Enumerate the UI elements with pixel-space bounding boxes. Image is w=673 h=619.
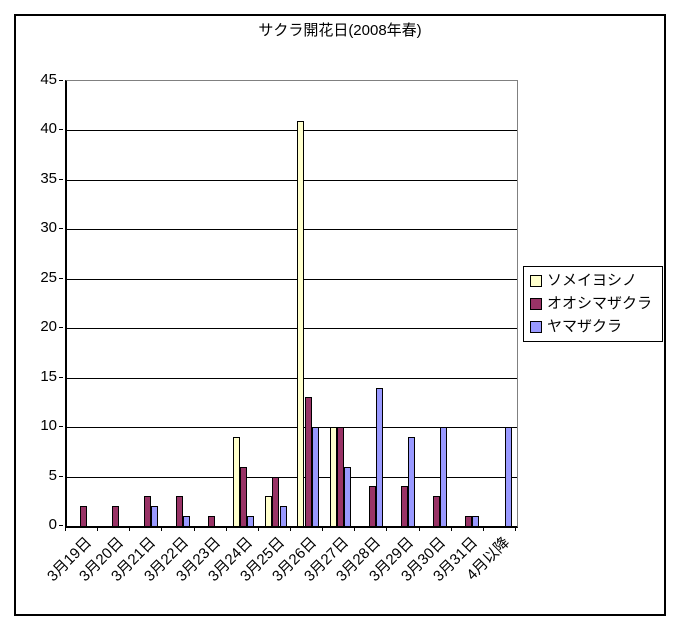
bar-オオシマザクラ-3月28日 — [368, 486, 376, 526]
bar-ヤマザクラ-3月28日 — [375, 387, 384, 526]
x-axis-tick-mark — [65, 527, 66, 531]
legend-item-オオシマザクラ: オオシマザクラ — [530, 294, 656, 312]
x-axis-tick-mark — [97, 527, 99, 531]
bar-オオシマザクラ-3月29日 — [400, 486, 409, 526]
bar-ヤマザクラ-3月22日 — [183, 516, 191, 526]
plot-area — [65, 80, 518, 528]
x-axis-tick-mark — [161, 527, 163, 531]
bar-ヤマザクラ-3月24日 — [247, 516, 255, 526]
y-axis-tick-mark — [59, 277, 63, 279]
y-axis-tick-mark — [59, 475, 63, 477]
y-axis-tick-mark — [59, 178, 63, 180]
x-axis-tick-mark — [482, 527, 484, 531]
chart-title: サクラ開花日(2008年春) — [258, 22, 422, 39]
gridline-5 — [67, 476, 517, 478]
legend-label: ヤマザクラ — [547, 317, 623, 335]
legend-item-ソメイヨシノ: ソメイヨシノ — [530, 273, 656, 289]
bar-ヤマザクラ-4月以降 — [504, 427, 512, 526]
y-axis-tick-label: 5 — [48, 466, 57, 484]
legend-item-ヤマザクラ: ヤマザクラ — [530, 317, 656, 335]
bar-オオシマザクラ-3月22日 — [175, 496, 184, 526]
bar-オオシマザクラ-3月26日 — [304, 397, 312, 526]
gridline-15 — [67, 377, 517, 379]
bar-ヤマザクラ-3月31日 — [472, 516, 480, 526]
bar-オオシマザクラ-3月30日 — [433, 496, 441, 526]
x-axis-tick-mark — [418, 527, 420, 531]
bar-オオシマザクラ-3月31日 — [465, 516, 473, 526]
bar-オオシマザクラ-3月19日 — [79, 506, 87, 526]
bar-オオシマザクラ-3月25日 — [272, 476, 280, 526]
bar-オオシマザクラ-3月20日 — [111, 506, 119, 526]
x-axis-tick-mark — [257, 527, 259, 531]
gridline-40 — [67, 130, 517, 132]
bar-ヤマザクラ-3月25日 — [279, 506, 287, 526]
legend: ソメイヨシノ オオシマザクラ ヤマザクラ — [523, 266, 663, 342]
x-axis-tick-mark — [129, 527, 131, 531]
y-axis-tick-mark — [59, 228, 63, 230]
bar-ソメイヨシノ-3月24日 — [233, 437, 241, 526]
x-axis-tick-mark — [290, 527, 291, 531]
legend-swatch-icon — [530, 320, 542, 333]
gridline-20 — [67, 328, 517, 330]
gridline-10 — [67, 427, 517, 429]
bar-オオシマザクラ-3月21日 — [143, 496, 151, 526]
bar-オオシマザクラ-3月23日 — [208, 516, 216, 526]
bar-ヤマザクラ-3月29日 — [408, 437, 416, 526]
gridline-35 — [67, 179, 517, 181]
y-axis-tick-label: 25 — [40, 268, 57, 286]
y-axis-tick-mark — [59, 327, 63, 329]
bar-ヤマザクラ-3月26日 — [311, 427, 319, 526]
gridline-30 — [67, 229, 517, 231]
legend-swatch-icon — [530, 275, 542, 288]
bar-オオシマザクラ-3月27日 — [336, 427, 344, 526]
bar-ヤマザクラ-3月27日 — [343, 466, 351, 526]
x-axis-tick-mark — [225, 527, 227, 531]
legend-swatch-icon — [530, 297, 542, 310]
y-axis-tick-label: 10 — [40, 417, 57, 435]
legend-label: オオシマザクラ — [547, 294, 653, 312]
gridline-25 — [67, 278, 517, 280]
y-axis-tick-label: 45 — [40, 71, 57, 88]
x-axis-tick-mark — [193, 527, 195, 531]
y-axis-tick-mark — [59, 129, 63, 131]
y-axis-tick-label: 40 — [40, 120, 57, 138]
y-axis-tick-label: 35 — [40, 169, 57, 187]
bar-ソメイヨシノ-3月26日 — [297, 120, 305, 526]
bar-オオシマザクラ-3月24日 — [240, 466, 248, 526]
bar-ヤマザクラ-3月30日 — [440, 427, 448, 526]
x-axis-tick-mark — [450, 527, 452, 531]
y-axis-tick-label: 15 — [40, 367, 57, 385]
y-axis-tick-mark — [59, 525, 63, 526]
bar-ソメイヨシノ-3月25日 — [265, 496, 273, 526]
y-axis-tick-mark — [59, 376, 63, 378]
bar-ソメイヨシノ-3月27日 — [329, 427, 337, 526]
y-axis-tick-mark — [59, 80, 63, 81]
bar-ヤマザクラ-3月21日 — [150, 506, 159, 526]
x-axis-tick-mark — [322, 527, 324, 531]
y-axis-tick-label: 0 — [48, 516, 57, 533]
y-axis-tick-mark — [59, 426, 63, 428]
x-axis-tick-mark — [354, 527, 356, 531]
legend-label: ソメイヨシノ — [547, 272, 638, 290]
x-axis-tick-mark — [515, 527, 516, 531]
x-axis-tick-mark — [386, 527, 388, 531]
y-axis-tick-label: 30 — [40, 219, 57, 237]
y-axis-tick-label: 20 — [40, 318, 57, 336]
